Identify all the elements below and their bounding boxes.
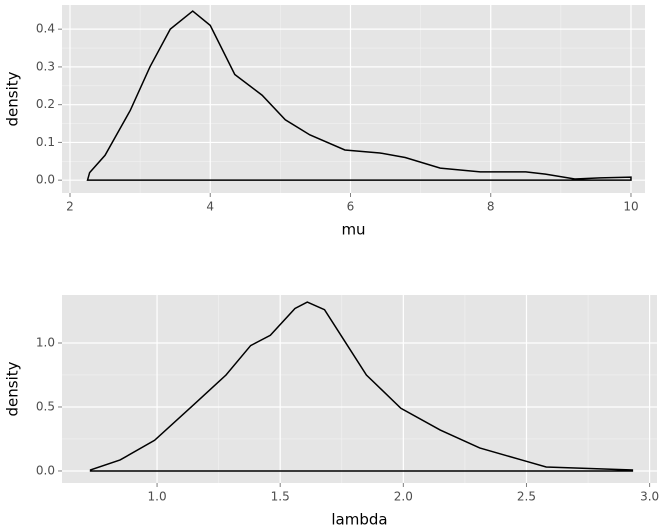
y-tick-label: 0.5 [36, 399, 55, 413]
x-tick-label: 6 [347, 200, 355, 214]
x-tick-label: 2.5 [517, 490, 536, 504]
density-curve [86, 10, 632, 181]
y-axis-title: density [4, 361, 22, 416]
x-tick-label: 1.5 [271, 490, 290, 504]
x-tick-label: 2.0 [394, 490, 413, 504]
y-tick-label: 0.2 [36, 97, 55, 111]
y-tick-label: 0.1 [36, 135, 55, 149]
y-tick-label: 1.0 [36, 335, 55, 349]
x-tick-label: 8 [487, 200, 495, 214]
panel-background [62, 5, 645, 193]
x-axis-title: mu [341, 221, 365, 239]
panel-background [62, 295, 657, 483]
y-tick-label: 0.0 [36, 173, 55, 187]
y-tick-label: 0.4 [36, 22, 55, 36]
y-axis-title: density [4, 71, 22, 126]
x-tick-label: 3.0 [640, 490, 659, 504]
x-tick-label: 2 [66, 200, 74, 214]
x-tick-label: 4 [206, 200, 214, 214]
x-tick-label: 10 [623, 200, 638, 214]
x-axis-title: lambda [331, 511, 387, 529]
y-tick-label: 0.3 [36, 59, 55, 73]
x-tick-label: 1.0 [148, 490, 167, 504]
density-curve [89, 301, 634, 472]
y-tick-label: 0.0 [36, 463, 55, 477]
